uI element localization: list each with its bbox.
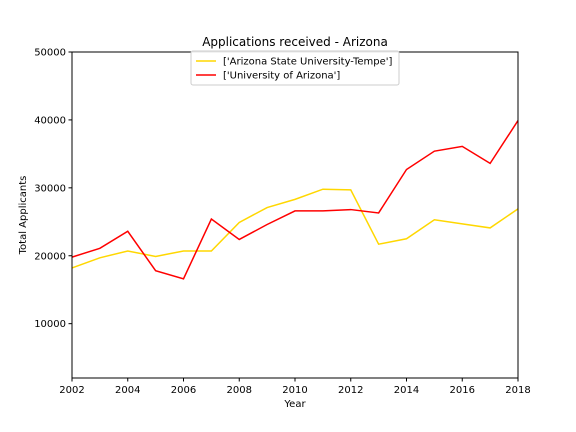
x-tick-label: 2004 (115, 385, 140, 396)
legend-label: ['Arizona State University-Tempe'] (223, 57, 393, 68)
x-tick-label: 2018 (505, 385, 530, 396)
series-line-1 (71, 188, 519, 269)
legend: ['Arizona State University-Tempe'] ['Univ… (190, 50, 400, 86)
plot-frame (71, 51, 519, 379)
x-tick-label: 2016 (450, 385, 475, 396)
y-tick-label: 50000 (34, 48, 66, 59)
x-tick-label: 2012 (338, 385, 363, 396)
y-tick-label: 10000 (34, 319, 66, 330)
x-tick-label: 2008 (227, 385, 252, 396)
y-axis-label: Total Applicants (18, 176, 29, 256)
x-axis-label: Year (283, 399, 306, 410)
x-tick-label: 2002 (59, 385, 84, 396)
x-tick-label: 2010 (282, 385, 307, 396)
y-tick-label: 30000 (34, 183, 66, 194)
chart-title: Applications received - Arizona (202, 35, 388, 49)
legend-box (190, 50, 400, 86)
x-tick-label: 2006 (171, 385, 196, 396)
y-tick-label: 20000 (34, 251, 66, 262)
x-tick-label: 2014 (394, 385, 419, 396)
plot-area (71, 120, 519, 280)
axis-ticks: 2002 2004 2006 2008 2010 2012 2014 2016 2018 1000… (34, 48, 531, 397)
y-tick-label: 40000 (34, 115, 66, 126)
legend-label: ['University of Arizona'] (223, 71, 340, 82)
